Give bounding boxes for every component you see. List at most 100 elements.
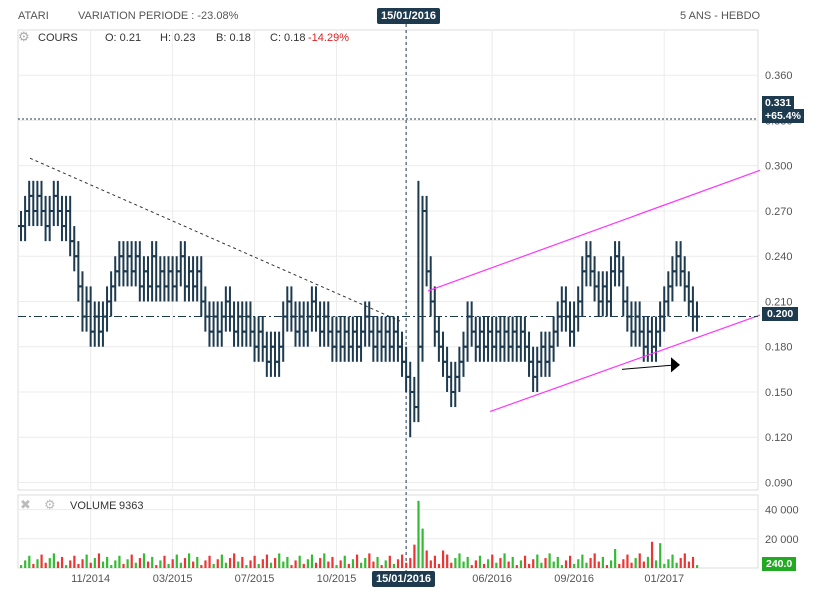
volume-bar <box>462 561 465 568</box>
period-label[interactable]: 5 ANS - HEBDO <box>680 10 761 22</box>
volume-bar <box>523 555 527 568</box>
ticker: ATARI <box>18 10 49 22</box>
volume-bar <box>540 562 543 568</box>
volume-bar <box>347 563 350 568</box>
volume-bar <box>220 554 223 568</box>
volume-bar <box>73 555 76 568</box>
volume-bar <box>564 560 568 568</box>
volume-bar <box>310 554 314 568</box>
volume-bar <box>130 554 133 568</box>
volume-bar <box>282 561 285 568</box>
volume-bar <box>171 559 174 568</box>
volume-bar <box>568 555 572 568</box>
volume-bar <box>626 554 629 568</box>
price-tick-label: 0.180 <box>765 342 793 354</box>
x-tick-label: 10/2015 <box>317 573 357 585</box>
last-price-tag: 0.200 <box>762 307 799 321</box>
volume-bar <box>294 560 297 568</box>
volume-bar <box>437 563 441 568</box>
volume-tick-label: 20 000 <box>765 534 799 546</box>
price-tick-label: 0.120 <box>765 432 793 444</box>
price-panel-frame <box>17 29 759 491</box>
volume-bar <box>548 553 551 568</box>
volume-bar <box>335 565 338 568</box>
volume-bar <box>425 550 428 568</box>
volume-bar <box>659 543 662 568</box>
volume-bar <box>261 559 264 568</box>
volume-bar <box>478 555 482 568</box>
volume-bar <box>101 561 105 568</box>
volume-bar <box>48 558 51 568</box>
volume-bar <box>642 561 645 568</box>
x-tick-label: 03/2015 <box>153 573 193 585</box>
volume-bar <box>138 558 142 568</box>
volume-bar <box>298 555 301 568</box>
annotation-arrow-shaft <box>621 364 677 370</box>
high-value: H: 0.23 <box>160 32 196 44</box>
volume-bar <box>204 560 207 568</box>
volume-bar <box>507 561 510 568</box>
volume-bar <box>577 559 580 568</box>
volume-bar <box>573 563 576 568</box>
volume-bar <box>589 558 592 568</box>
volume-bar <box>491 554 494 568</box>
volume-bar <box>450 562 453 568</box>
volume-bar <box>265 554 269 568</box>
volume-bar <box>253 555 256 568</box>
volume-bar <box>360 562 363 568</box>
volume-bar <box>638 553 641 568</box>
volume-bars <box>20 500 699 568</box>
volume-bar <box>417 500 420 568</box>
volume-bar <box>44 562 47 568</box>
volume-bar <box>241 556 244 568</box>
volume-settings-gear-icon[interactable]: ⚙ <box>44 497 56 512</box>
price-tick-label: 0.360 <box>765 70 793 82</box>
volume-bar <box>380 565 383 568</box>
volume-bar <box>28 555 31 568</box>
trendlines <box>18 24 761 572</box>
volume-bar <box>536 554 539 568</box>
volume-bar <box>401 554 404 568</box>
volume-bar <box>585 562 588 568</box>
volume-bar <box>249 560 252 568</box>
volume-bar <box>495 562 498 568</box>
volume-bar <box>167 563 170 568</box>
volume-bar <box>396 559 400 568</box>
volume-bar <box>155 565 158 568</box>
volume-bar <box>392 563 396 568</box>
volume-bar <box>216 559 219 568</box>
volume-bar <box>609 560 613 568</box>
volume-bar <box>36 559 39 568</box>
volume-bar <box>200 565 203 568</box>
volume-bar <box>60 556 64 568</box>
volume-bar <box>319 558 322 568</box>
volume-bar <box>503 553 506 568</box>
volume-bar <box>413 544 416 568</box>
volume-bar <box>433 555 436 568</box>
settings-gear-icon[interactable]: ⚙ <box>18 29 30 44</box>
volume-bar <box>142 553 146 568</box>
ref-change-tag: +65.4% <box>762 109 804 123</box>
volume-label: VOLUME <box>70 500 117 512</box>
volume-bar <box>351 559 355 568</box>
variation-text: VARIATION PERIODE : -23.08% <box>78 10 239 22</box>
close-value: C: 0.18 <box>270 32 306 44</box>
volume-bar <box>515 565 518 568</box>
volume-bar <box>556 556 559 568</box>
volume-bar <box>97 553 101 568</box>
volume-bar <box>671 554 674 568</box>
volume-last-tag: 240.0 <box>762 557 797 571</box>
x-axis: 11/2014 03/2015 07/2015 10/2015 06/2016 09/20… <box>71 573 684 585</box>
price-tick-label: 0.240 <box>765 251 793 263</box>
volume-bar <box>159 560 162 568</box>
close-panel-icon[interactable]: ✖ <box>20 497 31 512</box>
volume-bar <box>77 563 80 568</box>
volume-bar <box>597 561 600 568</box>
volume-axis: 40 000 20 000 <box>765 505 799 546</box>
volume-bar <box>290 565 293 568</box>
volume-bar <box>552 561 555 568</box>
volume-bar <box>655 560 658 568</box>
volume-bar <box>228 558 232 568</box>
volume-bar <box>601 556 604 568</box>
